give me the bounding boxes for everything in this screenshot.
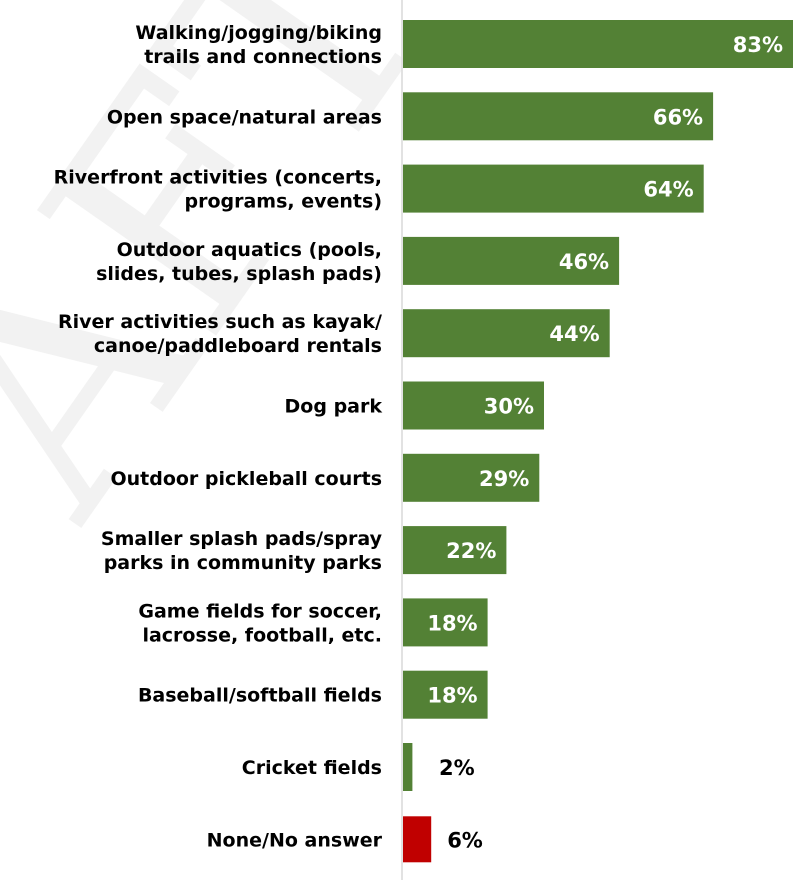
category-labels-group: Walking/jogging/biking trails and connect… <box>54 22 383 851</box>
bar <box>403 20 793 68</box>
data-label: 64% <box>643 178 693 202</box>
category-label: Outdoor pickleball courts <box>110 468 382 490</box>
data-label: 18% <box>427 684 477 708</box>
data-label: 46% <box>559 250 609 274</box>
category-label: None/No answer <box>207 829 383 851</box>
data-label: 29% <box>479 467 529 491</box>
category-label-line: slides, tubes, splash pads) <box>96 263 382 285</box>
bar <box>403 526 507 575</box>
bar <box>403 670 488 719</box>
category-label: Cricket fields <box>242 757 382 779</box>
category-label-line: Game fields for soccer, <box>138 600 382 622</box>
category-label-line: Smaller splash pads/spray <box>101 528 383 550</box>
category-label: Walking/jogging/biking trails and connect… <box>135 22 382 68</box>
category-label-line: Outdoor pickleball courts <box>110 468 382 490</box>
category-label-line: canoe/paddleboard rentals <box>94 335 382 357</box>
category-label-line: Walking/jogging/biking <box>135 22 382 44</box>
category-label-line: programs, events) <box>184 191 382 213</box>
bar <box>403 598 488 647</box>
category-label: Baseball/softball fields <box>138 685 382 707</box>
category-label-line: River activities such as kayak/ <box>58 311 382 333</box>
category-label: Riverfront activities (concerts, programs… <box>54 167 382 213</box>
bar <box>403 743 413 791</box>
category-label-line: Baseball/softball fields <box>138 685 382 707</box>
category-label: Smaller splash pads/spray parks in commun… <box>101 528 383 574</box>
category-label-line: parks in community parks <box>104 552 382 574</box>
bar <box>403 164 704 213</box>
data-label: 2% <box>439 756 475 780</box>
data-label: 22% <box>446 539 496 563</box>
bar <box>403 309 610 358</box>
category-label: River activities such as kayak/canoe/pad… <box>58 311 382 357</box>
category-label-line: lacrosse, football, etc. <box>142 624 382 646</box>
category-label: Outdoor aquatics (pools, slides, tubes, s… <box>96 239 382 285</box>
bar <box>403 236 620 285</box>
data-label: 30% <box>484 395 534 419</box>
category-label: Game fields for soccer, lacrosse, footbal… <box>138 600 382 646</box>
data-label: 83% <box>733 33 783 57</box>
data-label: 44% <box>549 322 599 346</box>
bars-group <box>403 20 793 863</box>
bar <box>403 816 432 863</box>
data-label: 18% <box>427 611 477 635</box>
bar <box>403 92 714 141</box>
category-label-line: Dog park <box>285 396 383 418</box>
category-label: Open space/natural areas <box>107 106 382 128</box>
category-label-line: trails and connections <box>144 46 382 68</box>
category-label-line: Outdoor aquatics (pools, <box>117 239 382 261</box>
value-labels-group: 83% 66% 64% 46% 44% 30% 29% 22% 18% 18% 2% 6% <box>427 33 783 852</box>
category-label-line: Riverfront activities (concerts, <box>54 167 382 189</box>
data-label: 6% <box>447 828 483 852</box>
bar <box>403 453 540 502</box>
data-label: 66% <box>653 105 703 129</box>
category-label: Dog park <box>285 396 383 418</box>
category-label-line: Cricket fields <box>242 757 382 779</box>
category-label-line: Open space/natural areas <box>107 106 382 128</box>
bar <box>403 381 544 430</box>
category-label-line: None/No answer <box>207 829 383 851</box>
